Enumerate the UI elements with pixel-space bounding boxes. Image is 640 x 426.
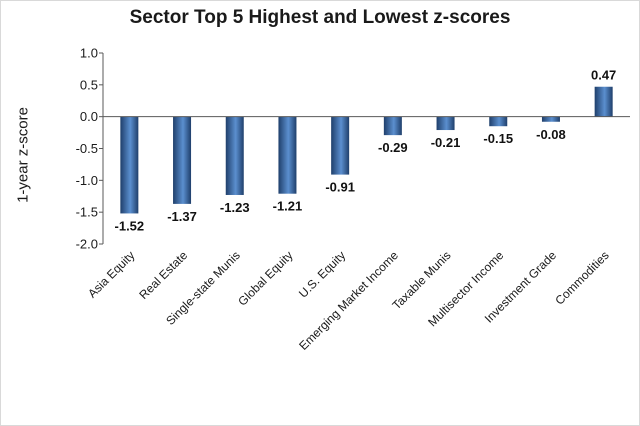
category-label: Global Equity — [235, 248, 295, 308]
category-label: Asia Equity — [85, 248, 137, 300]
bar — [541, 116, 560, 122]
y-tick-label: -2.0 — [76, 237, 98, 252]
bar — [383, 116, 402, 136]
y-tick-label: 0.5 — [80, 77, 98, 92]
y-axis-ticks: 1.0 0.5 0.0 -0.5 -1.0 -1.5 -2.0 — [76, 46, 103, 252]
y-tick-label: 1.0 — [80, 46, 98, 61]
data-label: -1.37 — [167, 209, 197, 224]
bar — [489, 116, 508, 127]
y-tick-label: 0.0 — [80, 109, 98, 124]
data-label: -0.21 — [431, 135, 461, 150]
category-label: Commodities — [552, 248, 611, 307]
data-label: -1.21 — [273, 199, 303, 214]
data-labels: -1.52 -1.37 -1.23 -1.21 -0.91 -0.29 -0.21 -0.15… — [115, 68, 617, 234]
data-label: -0.08 — [536, 127, 566, 142]
bar — [594, 86, 613, 117]
bars — [120, 86, 613, 214]
data-label: -0.29 — [378, 140, 408, 155]
y-tick-label: -0.5 — [76, 141, 98, 156]
category-label: U.S. Equity — [296, 248, 348, 300]
data-label: -0.15 — [483, 131, 513, 146]
bar — [225, 116, 244, 195]
data-label: -0.91 — [325, 180, 355, 195]
bar — [120, 116, 139, 214]
chart-title: Sector Top 5 Highest and Lowest z-scores — [129, 7, 511, 28]
y-tick-label: -1.5 — [76, 205, 98, 220]
bar — [436, 116, 455, 131]
bar — [173, 116, 192, 204]
data-label: -1.23 — [220, 200, 250, 215]
category-label: Real Estate — [136, 248, 190, 302]
axes — [102, 53, 630, 244]
bar — [331, 116, 350, 175]
y-tick-label: -1.0 — [76, 173, 98, 188]
bar — [278, 116, 297, 194]
category-label: Emerging Market Income — [296, 248, 401, 353]
data-label: 0.47 — [591, 68, 616, 83]
data-label: -1.52 — [115, 218, 145, 233]
